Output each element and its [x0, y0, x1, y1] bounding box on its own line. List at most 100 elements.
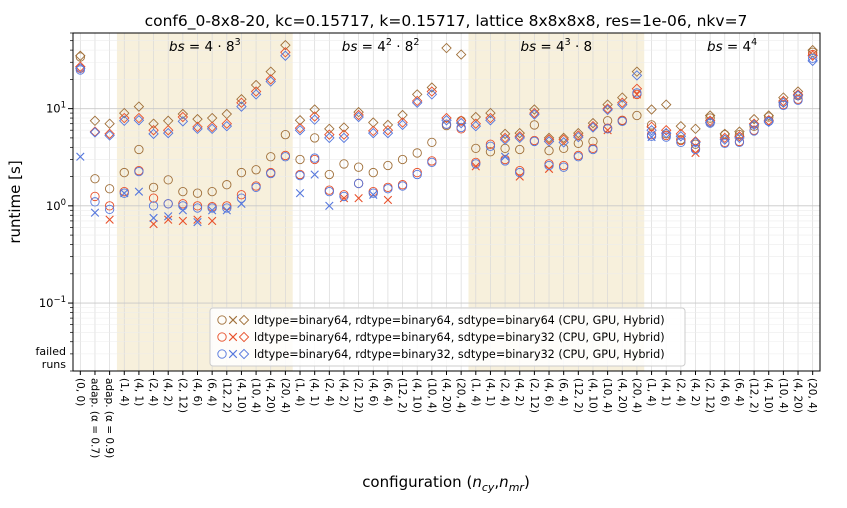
hybrid-marker	[119, 107, 130, 119]
hybrid-marker	[455, 49, 467, 60]
gpu-marker	[178, 206, 188, 215]
cpu-marker	[559, 162, 569, 172]
hybrid-marker	[411, 97, 423, 108]
hybrid-marker	[631, 70, 643, 81]
legend-entry-label: ldtype=binary64, rdtype=binary64, sdtype…	[254, 314, 665, 327]
cpu-marker	[236, 190, 247, 200]
hybrid-marker	[162, 124, 174, 136]
gpu-marker	[691, 148, 700, 158]
hybrid-marker	[89, 126, 101, 137]
hybrid-marker	[441, 42, 452, 54]
hybrid-marker	[338, 129, 350, 140]
hybrid-marker	[309, 114, 320, 125]
hybrid-marker	[309, 104, 320, 115]
legend-hybrid-marker	[238, 331, 250, 343]
cpu-marker	[163, 199, 173, 209]
hybrid-marker	[265, 76, 276, 87]
cpu-marker	[529, 136, 540, 147]
hybrid-marker	[558, 132, 569, 144]
hybrid-marker	[324, 132, 335, 144]
region-label: bs = 43 · 8	[521, 37, 593, 55]
hybrid-marker	[704, 110, 716, 121]
hybrid-marker	[265, 66, 276, 77]
gpu-marker	[164, 212, 173, 221]
cpu-marker	[485, 139, 496, 149]
x-tick-label: (4, 2)	[337, 378, 349, 406]
x-tick-label: (10, 4)	[250, 378, 262, 413]
legend-cpu-marker	[217, 315, 227, 325]
cpu-marker	[119, 167, 129, 178]
gpu-marker	[354, 193, 363, 203]
hybrid-marker	[792, 90, 804, 101]
hybrid-marker	[646, 124, 657, 136]
cpu-marker	[690, 139, 701, 149]
hybrid-marker	[558, 134, 569, 145]
hybrid-marker	[719, 134, 731, 145]
x-tick-label: (4, 1)	[484, 378, 496, 406]
legend-box	[209, 307, 686, 367]
hybrid-marker	[236, 101, 247, 112]
x-tick-label: (20, 4)	[806, 378, 818, 413]
cpu-marker	[207, 186, 217, 197]
hybrid-marker	[426, 82, 438, 93]
hybrid-marker	[192, 121, 203, 133]
hybrid-marker	[734, 131, 745, 142]
hybrid-marker	[104, 118, 115, 129]
x-tick-label: (4, 6)	[718, 378, 730, 406]
hybrid-marker	[162, 127, 174, 139]
x-tick-label: (2, 12)	[704, 378, 716, 413]
cpu-marker	[280, 152, 291, 162]
hybrid-marker	[543, 132, 555, 144]
x-tick-label: (4, 6)	[191, 378, 203, 406]
hybrid-marker	[485, 107, 496, 119]
gpu-marker	[647, 132, 656, 142]
hybrid-marker	[294, 122, 306, 134]
hybrid-marker	[206, 121, 218, 133]
gpu-marker	[134, 187, 144, 196]
hybrid-marker	[587, 122, 599, 133]
hybrid-marker	[89, 127, 101, 138]
cpu-marker	[661, 132, 671, 142]
gpu-marker	[207, 216, 217, 226]
hybrid-marker	[353, 111, 364, 123]
hybrid-marker	[748, 119, 760, 131]
hybrid-marker	[514, 132, 525, 144]
gpu-marker	[120, 188, 129, 198]
hybrid-marker	[514, 131, 525, 142]
hybrid-marker	[455, 117, 467, 129]
hybrid-marker	[221, 118, 233, 129]
cpu-marker	[705, 118, 715, 128]
cpu-marker	[808, 49, 818, 60]
x-tick-label: (4, 10)	[235, 378, 247, 413]
hybrid-marker	[734, 132, 745, 144]
region-label: bs = 42 · 82	[342, 37, 420, 55]
hybrid-marker	[558, 137, 569, 148]
hybrid-marker	[807, 44, 818, 56]
x-tick-label: (12, 2)	[748, 378, 760, 413]
x-tick-label: (1, 4)	[294, 378, 306, 406]
cpu-marker	[339, 159, 349, 169]
gpu-marker	[369, 190, 378, 199]
gpu-marker	[178, 216, 188, 226]
cpu-marker	[632, 110, 642, 121]
cpu-marker	[295, 154, 305, 165]
cpu-marker	[793, 95, 803, 105]
hybrid-marker	[470, 118, 482, 129]
x-tick-label: (4, 10)	[586, 378, 598, 413]
hybrid-marker	[573, 127, 584, 139]
cpu-marker	[134, 166, 144, 177]
cpu-marker	[456, 122, 466, 133]
hybrid-marker	[280, 50, 291, 61]
legend-cpu-marker	[217, 332, 227, 342]
hybrid-marker	[353, 106, 364, 118]
cpu-marker	[617, 116, 627, 127]
legend-entry-label: ldtype=binary64, rdtype=binary32, sdtype…	[254, 348, 665, 361]
x-tick-label: (12, 2)	[572, 378, 584, 413]
hybrid-marker	[543, 134, 555, 145]
hybrid-marker	[338, 132, 350, 144]
cpu-marker	[353, 178, 364, 189]
hybrid-marker	[602, 103, 613, 114]
hybrid-marker	[529, 104, 540, 115]
hybrid-marker	[441, 114, 452, 126]
cpu-marker	[163, 175, 173, 185]
